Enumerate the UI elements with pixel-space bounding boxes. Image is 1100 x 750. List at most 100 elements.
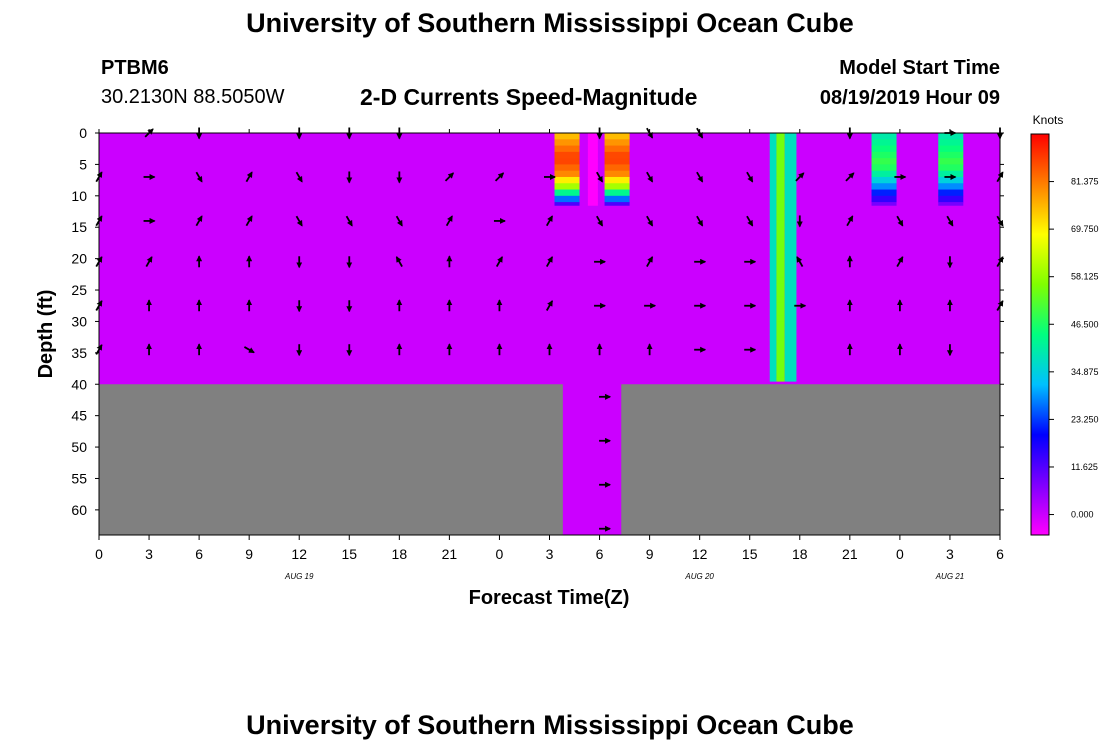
colorbar-tick-label: 23.250 xyxy=(1071,414,1099,424)
speed-cell xyxy=(871,145,897,153)
current-vector-arrow xyxy=(444,172,454,182)
speed-cell xyxy=(784,202,797,209)
page-title-bottom: University of Southern Mississippi Ocean… xyxy=(246,710,854,740)
speed-cell xyxy=(776,239,785,247)
x-tick-label: 18 xyxy=(392,546,408,562)
speed-cell xyxy=(587,183,598,191)
speed-cell xyxy=(776,271,785,278)
speed-cell xyxy=(769,277,777,285)
current-vector-arrow xyxy=(245,171,253,183)
current-vector-arrow xyxy=(896,256,904,267)
speed-cell xyxy=(776,202,785,209)
model-start-value: 08/19/2019 Hour 09 xyxy=(819,87,1000,109)
current-vector-arrow xyxy=(445,215,453,227)
speed-cell xyxy=(784,151,797,159)
y-tick-label: 35 xyxy=(71,345,87,361)
x-tick-label: 6 xyxy=(996,546,1004,562)
speed-cell xyxy=(769,139,777,147)
current-vector-arrow xyxy=(646,171,654,183)
speed-cell xyxy=(604,189,630,197)
x-tick-label: 3 xyxy=(546,546,554,562)
speed-cell xyxy=(587,151,598,159)
speed-cell xyxy=(769,296,777,304)
colorbar-tick-label: 46.500 xyxy=(1071,319,1099,329)
speed-cell xyxy=(769,233,777,241)
current-vector-arrow xyxy=(545,256,554,267)
current-vector-arrow xyxy=(494,172,505,182)
speed-cell xyxy=(776,189,785,197)
page-title-top: University of Southern Mississippi Ocean… xyxy=(246,8,854,38)
speed-cell xyxy=(784,315,797,322)
current-vector-arrow xyxy=(243,346,255,354)
speed-cell xyxy=(769,220,777,228)
speed-cell xyxy=(769,308,777,316)
speed-cell xyxy=(587,176,598,184)
speed-cell xyxy=(784,214,797,222)
speed-cell xyxy=(769,176,777,184)
colorbar-tick-label: 69.750 xyxy=(1071,224,1099,234)
current-vector-arrow xyxy=(195,171,203,183)
station-id: PTBM6 xyxy=(101,57,169,79)
speed-cell xyxy=(776,183,785,191)
x-date-label: AUG 21 xyxy=(935,572,964,581)
speed-cell xyxy=(604,170,630,178)
current-vector-arrow xyxy=(845,172,855,182)
current-vector-arrow xyxy=(746,171,754,183)
speed-cell xyxy=(776,164,785,172)
speed-cell xyxy=(784,195,797,203)
speed-cell xyxy=(784,308,797,316)
current-vector-arrow xyxy=(746,215,754,227)
speed-cell xyxy=(769,183,777,191)
speed-cell xyxy=(769,346,777,354)
speed-cell xyxy=(784,271,797,278)
speed-cell xyxy=(938,151,964,159)
speed-cell xyxy=(554,139,580,147)
speed-cell xyxy=(938,145,964,153)
current-vector-arrow xyxy=(295,171,303,183)
y-tick-label: 15 xyxy=(71,219,87,235)
speed-cell xyxy=(784,233,797,241)
speed-cell xyxy=(776,258,785,266)
x-tick-label: 3 xyxy=(145,546,153,562)
x-tick-label: 0 xyxy=(496,546,504,562)
y-tick-label: 40 xyxy=(71,376,87,392)
speed-cell xyxy=(784,170,797,178)
current-vector-arrow xyxy=(495,256,503,267)
speed-cell xyxy=(776,139,785,147)
x-tick-label: 15 xyxy=(341,546,357,562)
speed-cell xyxy=(938,195,964,203)
speed-cell xyxy=(871,189,897,197)
speed-cell xyxy=(769,246,777,253)
speed-cell xyxy=(769,151,777,159)
speed-cell xyxy=(604,139,630,147)
speed-cell xyxy=(776,133,785,140)
speed-cell xyxy=(784,334,797,341)
speed-cell xyxy=(776,308,785,316)
speed-cell xyxy=(554,158,580,165)
speed-cell xyxy=(587,158,598,165)
speed-cell xyxy=(776,151,785,159)
speed-cell xyxy=(938,176,964,184)
speed-cell xyxy=(769,377,777,382)
speed-cell xyxy=(604,133,630,140)
current-vector-arrow xyxy=(245,215,253,227)
current-vector-arrow xyxy=(696,215,704,227)
speed-cell xyxy=(784,258,797,266)
speed-cell xyxy=(769,133,777,140)
speed-cell xyxy=(769,283,777,291)
x-tick-label: 12 xyxy=(692,546,708,562)
speed-cell xyxy=(784,283,797,291)
speed-cell xyxy=(769,158,777,165)
speed-cell xyxy=(776,290,785,297)
colorbar-tick-label: 81.375 xyxy=(1071,177,1099,187)
speed-cell xyxy=(776,220,785,228)
speed-cell xyxy=(871,176,897,184)
speed-cell xyxy=(604,151,630,159)
x-tick-label: 15 xyxy=(742,546,758,562)
colorbar-tick-label: 58.125 xyxy=(1071,272,1099,282)
speed-cell xyxy=(776,315,785,322)
current-vector-arrow xyxy=(545,215,554,227)
speed-cell xyxy=(604,183,630,191)
speed-cell xyxy=(776,377,785,382)
